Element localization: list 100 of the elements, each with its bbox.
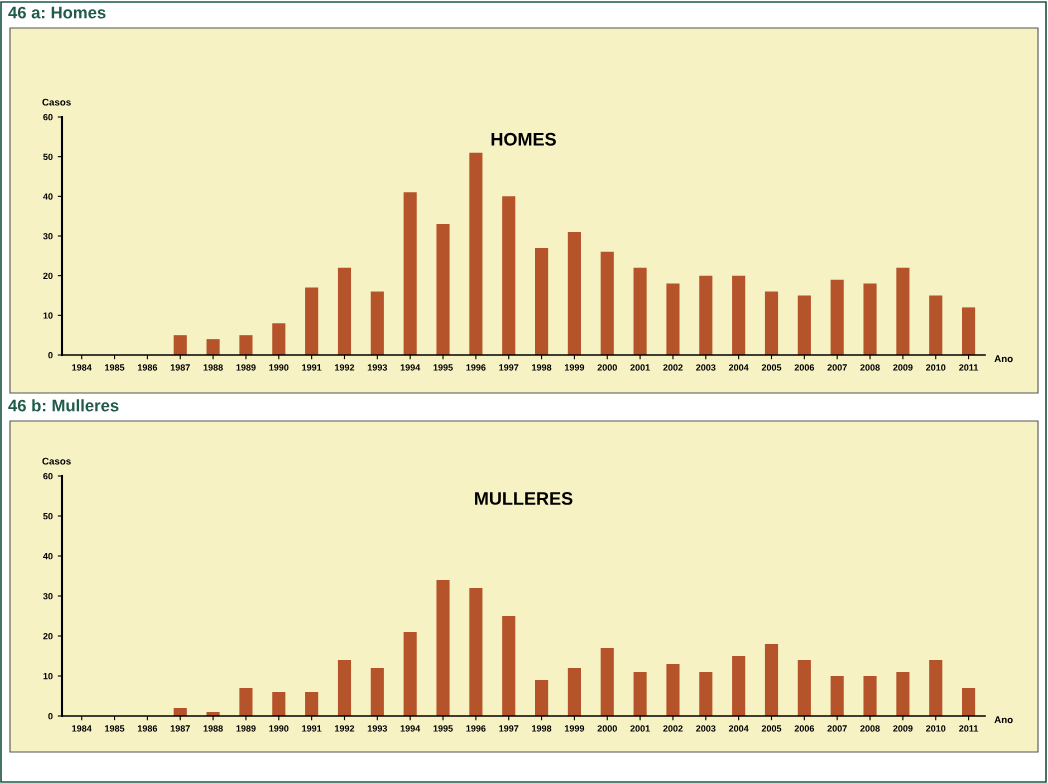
bar bbox=[896, 672, 910, 716]
x-tick-label: 1991 bbox=[302, 364, 322, 371]
x-tick-label: 2005 bbox=[761, 725, 782, 732]
bar bbox=[863, 676, 877, 716]
bar bbox=[962, 307, 976, 355]
y-tick-label: 40 bbox=[43, 552, 53, 560]
x-tick-label: 1987 bbox=[170, 364, 190, 371]
bar bbox=[173, 335, 187, 355]
bar bbox=[929, 660, 943, 716]
y-tick-label: 20 bbox=[43, 272, 53, 280]
x-tick-label: 2008 bbox=[860, 364, 880, 371]
y-tick-label: 50 bbox=[43, 512, 53, 520]
bar bbox=[764, 644, 779, 716]
bar bbox=[633, 267, 647, 355]
x-tick-label: 2000 bbox=[597, 364, 617, 371]
x-tick-label: 1985 bbox=[105, 364, 125, 371]
bar bbox=[469, 152, 483, 355]
y-tick-label: 10 bbox=[43, 312, 53, 319]
x-tick-label: 2001 bbox=[630, 364, 650, 371]
y-tick-label: 60 bbox=[43, 113, 53, 121]
x-tick-label: 2003 bbox=[696, 364, 716, 371]
x-tick-label: 1994 bbox=[400, 725, 421, 732]
x-tick-label: 2006 bbox=[794, 364, 815, 371]
y-tick-label: 20 bbox=[43, 632, 53, 640]
bar bbox=[896, 267, 910, 355]
x-tick-label: 1989 bbox=[236, 725, 256, 732]
x-tick-label: 1993 bbox=[367, 364, 388, 371]
bar bbox=[699, 275, 713, 355]
x-tick-label: 1997 bbox=[499, 364, 519, 371]
bar bbox=[239, 335, 253, 355]
bar bbox=[436, 580, 450, 716]
bar bbox=[732, 275, 746, 355]
bar bbox=[403, 632, 417, 716]
bar bbox=[567, 232, 581, 355]
x-tick-label: 2003 bbox=[696, 725, 716, 732]
bar bbox=[666, 664, 680, 716]
y-axis-title: Casos bbox=[42, 98, 71, 106]
x-tick-label: 2010 bbox=[926, 364, 946, 371]
bar bbox=[436, 224, 450, 355]
bar bbox=[206, 339, 220, 355]
bar bbox=[830, 279, 844, 355]
y-tick-label: 30 bbox=[43, 232, 53, 240]
x-tick-label: 1999 bbox=[564, 725, 585, 732]
bar bbox=[305, 692, 319, 716]
x-tick-label: 2001 bbox=[630, 725, 650, 732]
x-tick-label: 2011 bbox=[959, 364, 979, 371]
x-tick-label: 1994 bbox=[400, 364, 421, 371]
x-tick-label: 2009 bbox=[893, 725, 913, 732]
bar bbox=[666, 283, 680, 355]
x-tick-label: 1995 bbox=[433, 364, 453, 371]
x-tick-label: 1984 bbox=[72, 725, 92, 732]
x-tick-label: 2005 bbox=[761, 364, 782, 371]
y-tick-label: 50 bbox=[43, 153, 53, 161]
bar bbox=[732, 656, 746, 716]
y-tick-label: 0 bbox=[48, 712, 53, 720]
bar bbox=[797, 660, 811, 716]
x-tick-label: 1986 bbox=[137, 364, 158, 371]
x-tick-label: 2007 bbox=[827, 364, 847, 371]
x-tick-label: 1997 bbox=[499, 725, 519, 732]
bar bbox=[337, 660, 352, 716]
chart-subtitle: 46 b: Mulleres bbox=[8, 399, 119, 412]
x-tick-label: 1985 bbox=[105, 725, 125, 732]
bar bbox=[863, 283, 877, 355]
bar bbox=[272, 692, 286, 716]
x-tick-label: 1992 bbox=[335, 725, 355, 732]
bar bbox=[600, 648, 614, 716]
bar bbox=[535, 247, 549, 355]
chart-subtitle: 46 a: Homes bbox=[8, 6, 106, 19]
bar bbox=[370, 291, 384, 355]
bar bbox=[567, 668, 581, 716]
x-tick-label: 1991 bbox=[302, 725, 322, 732]
bar bbox=[403, 192, 417, 355]
x-tick-label: 2000 bbox=[597, 725, 617, 732]
x-tick-label: 1988 bbox=[203, 725, 223, 732]
bar bbox=[600, 251, 614, 355]
text: HOMES bbox=[491, 132, 556, 146]
x-tick-label: 1998 bbox=[532, 725, 552, 732]
x-tick-label: 2009 bbox=[893, 364, 913, 371]
bar bbox=[929, 295, 943, 355]
y-tick-label: 10 bbox=[43, 672, 53, 680]
x-tick-label: 1999 bbox=[564, 364, 585, 371]
bar bbox=[764, 291, 779, 355]
x-tick-label: 1992 bbox=[335, 364, 355, 371]
x-tick-label: 1987 bbox=[170, 725, 190, 732]
x-axis-title: Ano bbox=[994, 355, 1013, 363]
bar bbox=[502, 616, 516, 716]
x-tick-label: 2006 bbox=[794, 725, 815, 732]
bar bbox=[962, 688, 976, 716]
bar bbox=[797, 295, 811, 355]
bar bbox=[830, 676, 844, 716]
x-tick-label: 2008 bbox=[860, 725, 880, 732]
x-tick-label: 1984 bbox=[72, 364, 92, 371]
x-tick-label: 2011 bbox=[959, 725, 979, 732]
bar bbox=[535, 680, 549, 716]
bar bbox=[699, 672, 713, 716]
bar bbox=[633, 672, 647, 716]
x-tick-label: 1990 bbox=[269, 364, 289, 371]
y-tick-label: 60 bbox=[43, 472, 53, 480]
x-tick-label: 2010 bbox=[926, 725, 946, 732]
x-tick-label: 2007 bbox=[827, 725, 847, 732]
